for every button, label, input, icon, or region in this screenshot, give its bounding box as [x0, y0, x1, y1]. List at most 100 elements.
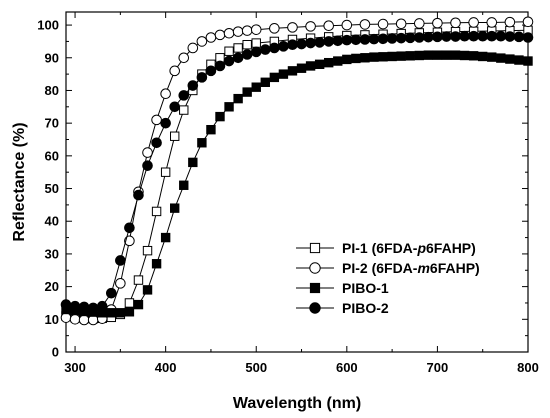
data-point [504, 16, 516, 28]
y-tick-label: 0 [52, 345, 59, 360]
data-point [170, 131, 180, 141]
y-tick-label: 20 [45, 279, 59, 294]
data-point [395, 32, 407, 44]
legend-label-part: 6FAHP) [430, 260, 480, 276]
legend-label-part: 6FAHP) [426, 240, 476, 256]
y-tick-label: 40 [45, 214, 59, 229]
legend-label: PIBO-1 [342, 280, 389, 296]
y-axis-title: Reflectance (%) [11, 122, 28, 241]
data-point [260, 77, 270, 87]
data-point [87, 302, 99, 314]
legend-label-part: PI-2 (6FDA- [342, 260, 418, 276]
data-point [124, 222, 135, 234]
legend-label-part: PIBO-1 [342, 280, 389, 296]
data-point [359, 34, 371, 45]
data-point [224, 102, 234, 112]
x-tick-label: 800 [517, 360, 539, 375]
data-point [514, 55, 524, 65]
data-point [178, 90, 190, 101]
data-point [106, 308, 116, 318]
data-point [450, 50, 461, 60]
data-point [233, 43, 243, 53]
data-point [441, 31, 452, 42]
data-point [323, 36, 335, 47]
data-point [215, 111, 225, 122]
x-tick-label: 700 [427, 360, 449, 375]
legend-label-part: PI-1 (6FDA- [342, 240, 418, 256]
legend-item: PIBO-1 [296, 280, 389, 296]
legend-label-part: PIBO-2 [342, 300, 389, 316]
data-point [487, 52, 497, 62]
series-3 [61, 50, 533, 318]
plot-frame [65, 11, 529, 353]
data-point [124, 235, 135, 247]
data-point [133, 299, 144, 310]
data-point [387, 51, 397, 62]
data-point [314, 59, 325, 70]
data-point [69, 314, 81, 325]
legend-marker [309, 282, 321, 294]
data-point [233, 93, 243, 104]
y-tick-label: 100 [37, 18, 59, 33]
data-point [242, 87, 252, 97]
legend-label-part: m [417, 260, 429, 276]
data-point [450, 31, 461, 42]
data-point [386, 33, 398, 44]
data-point [342, 54, 352, 65]
data-point [251, 82, 261, 92]
y-tick-label: 80 [45, 83, 59, 98]
data-point [495, 30, 507, 42]
y-tick-label: 60 [45, 148, 59, 163]
data-point [504, 31, 516, 42]
legend-label: PI-2 (6FDA-m6FAHP) [342, 260, 480, 276]
data-point [151, 137, 162, 149]
data-point [522, 32, 534, 43]
data-point [513, 31, 525, 43]
data-point [296, 63, 307, 73]
data-point [105, 287, 117, 299]
y-tick-label: 10 [45, 312, 59, 327]
data-point [214, 60, 226, 72]
data-point [323, 20, 335, 32]
x-axis-title: Wavelength (nm) [233, 395, 361, 412]
data-point [486, 30, 498, 42]
data-point [78, 314, 90, 326]
data-point [413, 18, 425, 29]
data-point [496, 53, 506, 63]
axis-ticks: 300 400 500 600 700 800 0 10 20 30 40 50 60 70 80 90 100 [37, 12, 539, 375]
data-point [413, 32, 425, 43]
data-point [170, 203, 180, 213]
data-point [223, 55, 235, 67]
data-point [250, 24, 262, 35]
data-point [368, 33, 380, 45]
legend-marker [309, 242, 321, 254]
series-layer [60, 16, 534, 326]
legend-marker [309, 262, 321, 274]
data-point [197, 138, 207, 148]
data-point [278, 69, 289, 79]
data-point [468, 30, 479, 42]
data-point [414, 50, 424, 61]
data-point [178, 52, 190, 64]
data-point [486, 17, 498, 28]
data-point [305, 61, 316, 71]
series-2 [60, 16, 534, 326]
series-4 [60, 30, 534, 314]
x-tick-label: 600 [336, 360, 358, 375]
data-point [232, 26, 244, 37]
data-point [305, 37, 316, 49]
data-point [133, 189, 144, 201]
data-point [333, 56, 343, 66]
data-point [287, 39, 298, 50]
data-point [278, 41, 289, 52]
data-point [205, 65, 217, 77]
data-point [151, 259, 162, 269]
data-point [142, 160, 153, 171]
legend-label-part: p [416, 240, 426, 256]
legend-label: PI-1 (6FDA-p6FAHP) [342, 240, 476, 256]
data-point [296, 38, 307, 50]
data-point [160, 232, 171, 243]
data-point [250, 46, 262, 58]
data-point [522, 16, 534, 28]
